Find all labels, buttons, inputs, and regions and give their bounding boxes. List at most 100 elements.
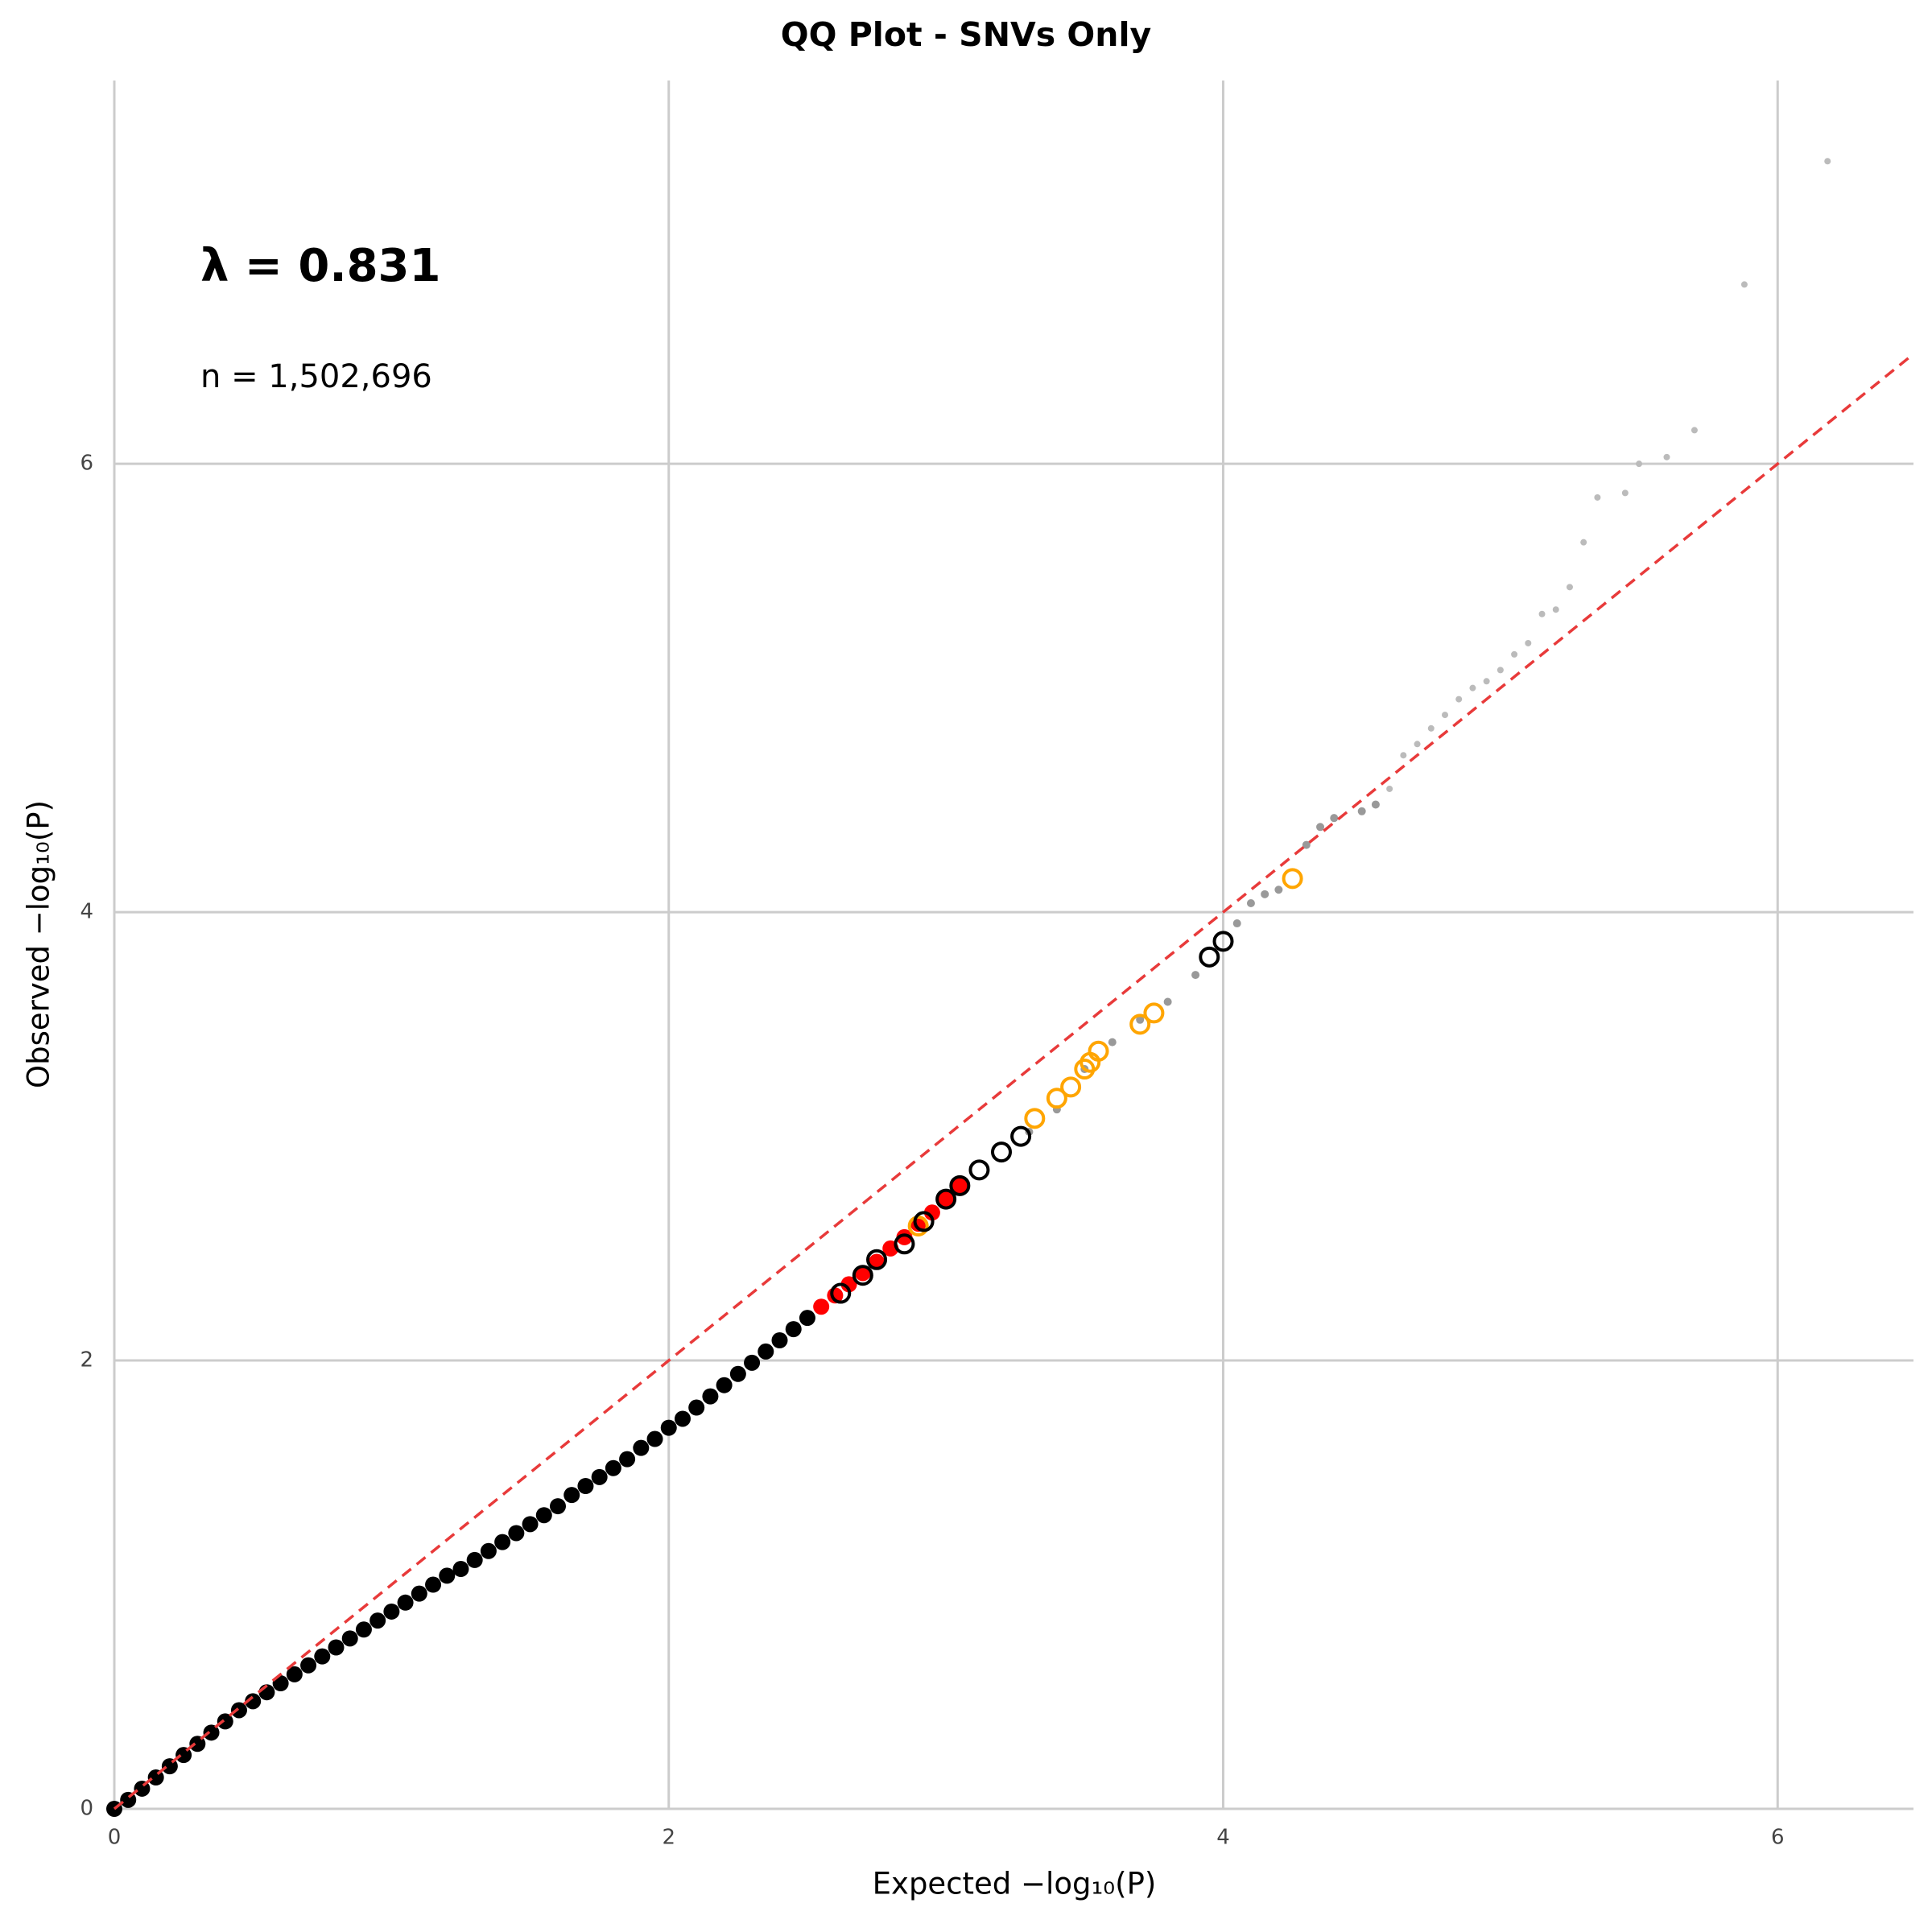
- data-point: [480, 1542, 497, 1559]
- data-point: [328, 1639, 345, 1656]
- data-point: [716, 1377, 733, 1393]
- data-point: [1302, 840, 1311, 849]
- data-point: [355, 1621, 372, 1638]
- data-point: [439, 1567, 456, 1584]
- data-point: [286, 1666, 303, 1682]
- data-point: [1824, 158, 1831, 165]
- x-tick-label: 2: [662, 1826, 675, 1850]
- data-point: [466, 1551, 483, 1568]
- chart-title: QQ Plot - SNVs Only: [781, 15, 1152, 54]
- data-point: [522, 1516, 539, 1533]
- data-point: [1261, 890, 1269, 898]
- data-point: [314, 1648, 331, 1665]
- x-tick-label: 0: [108, 1826, 122, 1850]
- data-point: [535, 1507, 552, 1524]
- data-point: [866, 1249, 888, 1270]
- data-point: [991, 1141, 1013, 1163]
- lambda-annotation: λ = 0.831: [200, 240, 440, 292]
- data-point: [1357, 807, 1366, 815]
- data-point: [1330, 814, 1339, 823]
- data-point: [494, 1534, 511, 1550]
- y-axis-label: Observed −log₁₀(P): [22, 800, 56, 1088]
- data-point: [1552, 606, 1559, 613]
- data-point: [646, 1430, 663, 1447]
- data-point: [1455, 696, 1463, 703]
- data-point: [1538, 610, 1546, 617]
- data-point: [1414, 741, 1421, 748]
- data-point: [605, 1459, 621, 1476]
- data-point: [1442, 712, 1449, 719]
- data-point: [896, 1228, 913, 1245]
- count-annotation: n = 1,502,696: [200, 358, 432, 395]
- data-point: [702, 1388, 719, 1405]
- data-point: [245, 1693, 262, 1710]
- data-point: [1191, 971, 1200, 980]
- data-point: [1621, 489, 1629, 497]
- data-point: [1274, 886, 1283, 894]
- data-point: [1400, 752, 1407, 759]
- data-point: [1129, 1013, 1151, 1035]
- data-point: [852, 1265, 873, 1286]
- data-point: [369, 1612, 386, 1629]
- data-point: [1212, 931, 1234, 952]
- data-point: [1371, 800, 1380, 809]
- x-tick-label: 4: [1216, 1826, 1230, 1850]
- data-point: [758, 1343, 774, 1360]
- data-point: [564, 1487, 580, 1504]
- data-point: [1024, 1108, 1046, 1129]
- data-point: [935, 1188, 957, 1210]
- data-point: [1594, 493, 1601, 501]
- data-point: [1636, 460, 1643, 468]
- data-point: [771, 1331, 788, 1348]
- data-point: [1163, 997, 1172, 1006]
- data-point: [785, 1321, 802, 1338]
- data-point: [744, 1354, 761, 1371]
- data-point: [217, 1713, 233, 1730]
- data-point: [1060, 1076, 1082, 1098]
- data-point: [830, 1282, 852, 1304]
- data-point: [688, 1399, 705, 1416]
- data-point: [1690, 427, 1698, 434]
- data-point: [1246, 898, 1255, 907]
- data-point: [452, 1561, 469, 1578]
- data-point: [813, 1298, 830, 1315]
- data-point: [619, 1451, 636, 1468]
- y-tick-label: 4: [80, 900, 93, 924]
- data-point: [1136, 1015, 1145, 1024]
- data-point: [1427, 724, 1435, 732]
- data-point: [1046, 1088, 1067, 1109]
- data-point: [1232, 919, 1241, 928]
- data-point: [397, 1594, 414, 1611]
- data-point: [1525, 639, 1532, 646]
- data-point: [1282, 868, 1303, 890]
- data-point: [952, 1177, 968, 1194]
- data-point: [674, 1410, 691, 1427]
- data-point: [1143, 1002, 1165, 1024]
- data-point: [341, 1630, 358, 1647]
- data-point: [383, 1603, 400, 1620]
- data-point: [508, 1525, 525, 1542]
- data-point: [1663, 453, 1670, 460]
- data-point: [577, 1478, 594, 1495]
- reference-line: [113, 353, 1915, 1810]
- data-point: [633, 1439, 650, 1456]
- y-tick-label: 2: [80, 1348, 93, 1373]
- data-point: [411, 1585, 427, 1602]
- data-point: [1469, 684, 1476, 691]
- data-point: [1108, 1038, 1117, 1046]
- data-point: [894, 1233, 915, 1255]
- data-point: [840, 1276, 857, 1293]
- data-point: [550, 1498, 567, 1515]
- data-point: [1496, 667, 1504, 674]
- data-point: [591, 1468, 608, 1485]
- data-point: [300, 1657, 317, 1674]
- x-tick-label: 6: [1771, 1826, 1785, 1850]
- data-point: [660, 1419, 677, 1436]
- data-point: [1199, 946, 1220, 968]
- data-point: [923, 1204, 940, 1221]
- data-point: [1088, 1040, 1109, 1062]
- data-point: [1740, 281, 1748, 288]
- data-point: [907, 1215, 929, 1236]
- data-point: [938, 1191, 955, 1208]
